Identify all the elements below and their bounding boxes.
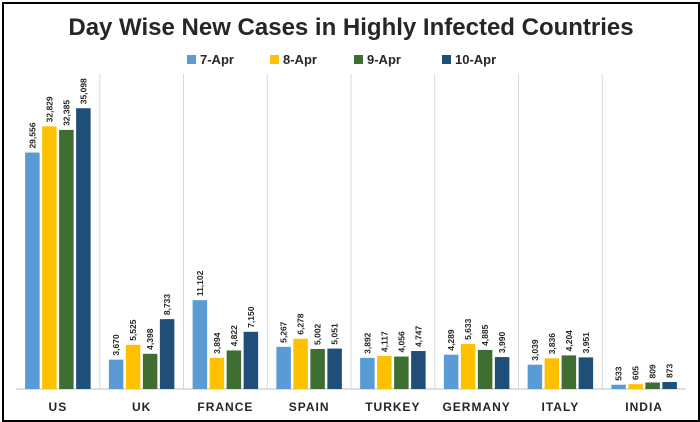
- bar-spain-8-apr: [293, 338, 308, 389]
- bar-italy-7-apr: [527, 364, 543, 389]
- data-label-uk-8-apr: 5,525: [128, 319, 138, 341]
- data-label-france-10-apr: 7,150: [246, 306, 256, 328]
- category-label-india: INDIA: [625, 400, 663, 414]
- data-label-turkey-7-apr: 3,892: [362, 332, 372, 354]
- data-label-italy-7-apr: 3,039: [530, 339, 540, 361]
- bar-us-7-apr: [25, 152, 40, 389]
- bar-uk-10-apr: [159, 319, 175, 389]
- legend-label-9-apr: 9-Apr: [367, 52, 401, 67]
- legend-swatch-7-apr: [187, 55, 196, 64]
- data-label-france-8-apr: 3,894: [212, 332, 222, 354]
- data-label-us-10-apr: 35,098: [78, 78, 88, 104]
- data-label-germany-7-apr: 4,289: [446, 329, 456, 351]
- bar-italy-10-apr: [578, 357, 594, 389]
- legend-swatch-10-apr: [442, 55, 451, 64]
- data-label-uk-10-apr: 8,733: [162, 294, 172, 316]
- legend-label-10-apr: 10-Apr: [455, 52, 496, 67]
- data-label-france-7-apr: 11,102: [195, 270, 205, 296]
- bar-germany-7-apr: [443, 354, 459, 389]
- data-label-india-8-apr: 605: [631, 366, 641, 380]
- bar-us-9-apr: [59, 129, 74, 390]
- category-label-france: FRANCE: [197, 400, 253, 414]
- bar-spain-7-apr: [276, 346, 291, 389]
- data-label-spain-7-apr: 5,267: [279, 321, 289, 343]
- bar-france-10-apr: [243, 331, 259, 389]
- category-label-turkey: TURKEY: [365, 400, 420, 414]
- legend-swatch-9-apr: [354, 55, 363, 64]
- bar-spain-9-apr: [310, 348, 325, 389]
- data-label-spain-8-apr: 6,278: [296, 313, 306, 335]
- category-label-germany: GERMANY: [442, 400, 510, 414]
- bar-uk-9-apr: [142, 353, 158, 389]
- bar-india-7-apr: [611, 384, 626, 389]
- bar-italy-8-apr: [544, 358, 560, 389]
- data-label-spain-9-apr: 5,002: [313, 323, 323, 345]
- legend-swatch-8-apr: [270, 55, 279, 64]
- data-label-india-9-apr: 809: [648, 364, 658, 378]
- category-label-spain: SPAIN: [289, 400, 330, 414]
- bar-france-9-apr: [226, 350, 242, 389]
- bar-germany-10-apr: [494, 357, 510, 389]
- bar-turkey-9-apr: [394, 356, 409, 389]
- data-label-germany-8-apr: 5,633: [463, 318, 473, 340]
- category-label-italy: ITALY: [542, 400, 580, 414]
- data-label-germany-10-apr: 3,990: [497, 332, 507, 354]
- data-label-turkey-9-apr: 4,056: [396, 331, 406, 353]
- bar-us-8-apr: [42, 126, 57, 390]
- data-label-us-8-apr: 32,829: [44, 96, 54, 122]
- bar-turkey-8-apr: [377, 356, 392, 389]
- bar-germany-8-apr: [460, 343, 476, 389]
- category-axis: US UK FRANCE SPAIN TURKEY GERMANY ITALY INDIA: [49, 400, 663, 414]
- bars: [25, 108, 677, 390]
- data-label-italy-8-apr: 3,836: [547, 333, 557, 355]
- bar-france-7-apr: [192, 300, 208, 389]
- data-label-india-10-apr: 873: [665, 364, 675, 378]
- bar-italy-9-apr: [561, 355, 577, 389]
- data-label-italy-9-apr: 4,204: [564, 330, 574, 352]
- data-label-italy-10-apr: 3,951: [581, 332, 591, 354]
- data-labels: 29,556 32,829 32,385 35,098 3,670 5,525 4,398 8…: [27, 78, 674, 381]
- legend-label-7-apr: 7-Apr: [200, 52, 234, 67]
- data-label-france-9-apr: 4,822: [229, 325, 239, 347]
- bar-spain-10-apr: [327, 348, 342, 389]
- data-label-turkey-10-apr: 4,747: [413, 325, 423, 347]
- legend-label-8-apr: 8-Apr: [283, 52, 317, 67]
- bar-uk-8-apr: [125, 344, 141, 389]
- data-label-uk-7-apr: 3,670: [111, 334, 121, 356]
- bar-uk-7-apr: [108, 359, 124, 389]
- bar-india-9-apr: [645, 382, 660, 389]
- bar-us-10-apr: [76, 108, 91, 389]
- bar-india-10-apr: [662, 382, 677, 389]
- data-label-turkey-8-apr: 4,117: [379, 331, 389, 352]
- data-label-us-7-apr: 29,556: [27, 122, 37, 148]
- legend: 7-Apr 8-Apr 9-Apr 10-Apr: [187, 52, 496, 67]
- bar-chart: Day Wise New Cases in Highly Infected Co…: [16, 14, 686, 414]
- bar-germany-9-apr: [477, 349, 493, 389]
- data-label-uk-9-apr: 4,398: [145, 328, 155, 350]
- data-label-india-7-apr: 533: [614, 366, 624, 380]
- data-label-us-9-apr: 32,385: [61, 100, 71, 126]
- bar-france-8-apr: [209, 357, 225, 389]
- data-label-spain-10-apr: 5,051: [330, 323, 340, 345]
- category-label-us: US: [49, 400, 68, 414]
- category-label-uk: UK: [132, 400, 151, 414]
- chart-title: Day Wise New Cases in Highly Infected Co…: [68, 14, 633, 41]
- bar-turkey-10-apr: [411, 351, 426, 389]
- bar-turkey-7-apr: [360, 357, 375, 389]
- data-label-germany-9-apr: 4,885: [480, 324, 490, 346]
- bar-india-8-apr: [628, 384, 643, 389]
